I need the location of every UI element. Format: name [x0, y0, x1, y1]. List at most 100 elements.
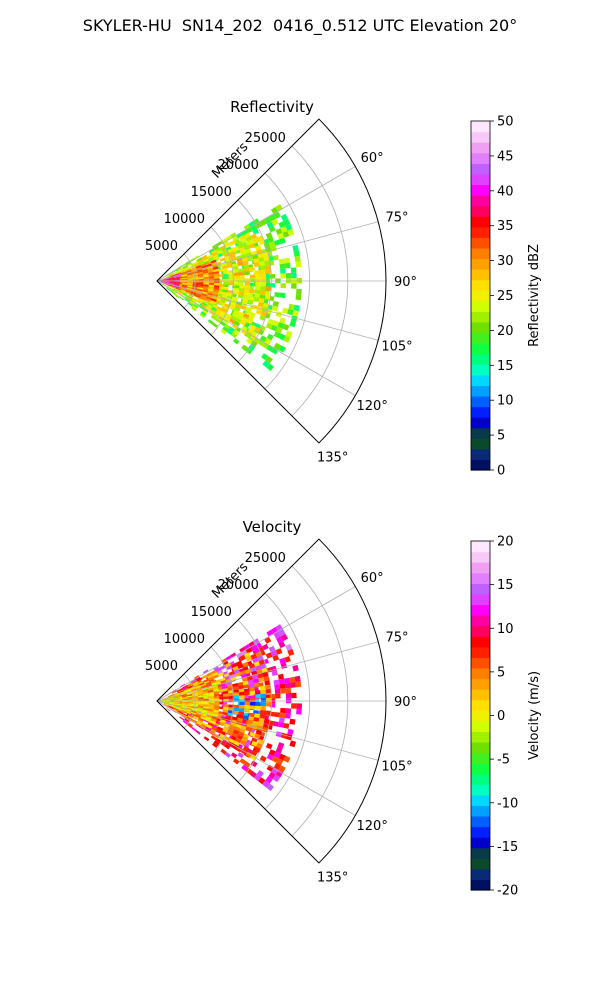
echo-cell	[250, 233, 257, 240]
echo-cell	[249, 731, 256, 738]
echo-cell	[181, 285, 187, 288]
colorbar-segment	[471, 279, 490, 291]
echo-cell	[160, 282, 166, 285]
echo-cell	[165, 276, 171, 279]
echo-cell	[233, 740, 240, 747]
echo-cell	[245, 235, 253, 242]
echo-cell	[224, 323, 231, 330]
echo-cell	[252, 218, 260, 225]
echo-cell	[240, 320, 247, 326]
echo-cell	[232, 263, 239, 268]
azimuth-gridline	[156, 166, 356, 282]
echo-cell	[284, 262, 291, 269]
echo-cell	[255, 222, 262, 229]
echo-cell	[211, 261, 218, 266]
echo-cell	[180, 690, 187, 694]
echo-cell	[271, 767, 279, 775]
echo-cell	[196, 266, 202, 270]
echo-cell	[280, 283, 286, 289]
echo-cell	[181, 703, 188, 706]
echo-cell	[283, 218, 291, 226]
echo-cell	[163, 703, 169, 706]
colorbar-tick-label: 5	[497, 665, 505, 680]
echo-cell	[273, 631, 281, 639]
echo-cell	[211, 681, 218, 686]
echo-cell	[195, 265, 202, 269]
echo-cell	[174, 702, 180, 705]
echo-cell	[230, 735, 237, 741]
echo-cell	[215, 738, 222, 744]
echo-cell	[296, 703, 302, 710]
colorbar-segment	[471, 121, 490, 133]
echo-cell	[219, 677, 226, 682]
echo-cell	[186, 270, 192, 273]
echo-cell	[169, 281, 175, 283]
echo-cell	[227, 712, 234, 717]
echo-cell	[262, 780, 270, 788]
colorbar-segment	[471, 784, 490, 796]
colorbar-segment	[471, 374, 490, 386]
echo-cell	[182, 702, 188, 705]
echo-cell	[186, 690, 192, 693]
echo-cell	[169, 281, 175, 283]
echo-cell	[239, 695, 245, 699]
echo-cell	[185, 290, 192, 293]
echo-cell	[207, 290, 214, 294]
echo-cell	[206, 683, 213, 687]
echo-cell	[217, 726, 224, 732]
colorbar-segment	[471, 247, 490, 260]
colorbar-label: Reflectivity dBZ	[527, 244, 542, 347]
echo-cell	[239, 654, 246, 661]
echo-cell	[184, 298, 190, 303]
echo-cell	[239, 275, 245, 279]
echo-cell	[210, 259, 217, 264]
echo-cell	[264, 216, 272, 224]
echo-cell	[280, 273, 286, 279]
azimuth-gridline	[156, 280, 379, 341]
colorbar-tick-label: 0	[497, 464, 505, 479]
echo-cell	[198, 277, 204, 280]
azimuth-tick-label: 135°	[317, 451, 348, 466]
echo-cell	[187, 722, 194, 727]
echo-cell	[169, 699, 175, 701]
echo-cell	[252, 657, 259, 664]
echo-cell	[257, 301, 264, 307]
echo-cell	[187, 704, 193, 707]
echo-cell	[173, 288, 179, 292]
echo-cell	[222, 291, 228, 296]
echo-cell	[187, 279, 193, 281]
echo-cell	[273, 331, 281, 339]
echo-cell	[169, 701, 175, 703]
echo-cell	[227, 290, 234, 294]
azimuth-tick-label: 75°	[385, 211, 408, 226]
colorbar-tick-label: 35	[497, 219, 514, 234]
echo-cell	[181, 704, 188, 707]
echo-cell	[238, 731, 245, 737]
echo-cell	[214, 703, 220, 706]
echo-cell	[187, 696, 193, 699]
colorbar-segment	[471, 752, 490, 764]
echo-cell	[243, 292, 250, 297]
echo-cell	[243, 313, 250, 319]
echo-cell	[273, 679, 280, 685]
echo-cell	[206, 724, 213, 729]
echo-cell	[158, 701, 164, 702]
echo-cell	[174, 284, 180, 287]
azimuth-gridline	[156, 700, 356, 816]
echo-cell	[284, 682, 291, 689]
echo-cell	[226, 261, 233, 266]
echo-cell	[229, 738, 236, 744]
echo-cell	[268, 771, 276, 780]
echo-cell	[193, 716, 199, 720]
echo-cell	[168, 276, 175, 279]
echo-cell	[231, 716, 238, 721]
echo-cell	[245, 647, 253, 654]
echo-cell	[271, 305, 278, 312]
echo-cell	[198, 282, 204, 285]
echo-cell	[258, 239, 266, 246]
echo-cell	[291, 692, 297, 699]
echo-cell	[181, 275, 188, 278]
echo-cell	[208, 288, 214, 292]
echo-cell	[229, 725, 236, 730]
echo-cell	[166, 707, 171, 712]
